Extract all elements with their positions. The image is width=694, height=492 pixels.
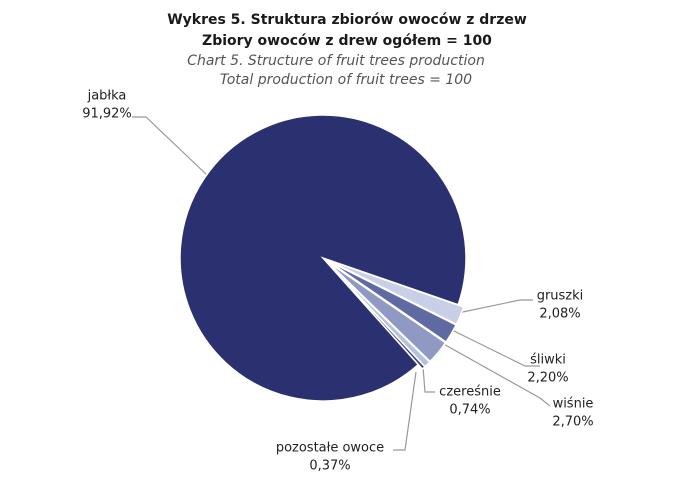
leader-line xyxy=(422,366,435,393)
chart-subtitle: Total production of fruit trees = 100 xyxy=(220,72,472,88)
leader-line xyxy=(132,116,209,177)
pie-slice xyxy=(326,261,426,371)
value-label: 0,74% xyxy=(449,403,490,418)
value-label: 0,37% xyxy=(309,459,350,474)
slice-label: jabłka xyxy=(87,89,127,104)
chart-title: Zbiory owoców z drew ogółem = 100 xyxy=(202,33,492,49)
slice-label: śliwki xyxy=(530,353,566,368)
leader-line xyxy=(393,371,417,451)
leader-line xyxy=(457,299,533,314)
value-label: 91,92% xyxy=(82,107,132,122)
pie-slice xyxy=(328,259,465,326)
value-label: 2,08% xyxy=(539,307,580,322)
value-label: 2,20% xyxy=(527,371,568,386)
value-label: 2,70% xyxy=(552,415,593,430)
slice-label: wiśnie xyxy=(553,397,594,412)
leader-line xyxy=(439,341,551,407)
chart-title: Wykres 5. Struktura zbiorów owoców z drz… xyxy=(167,12,527,28)
pie-slice xyxy=(179,114,467,402)
slice-label: czereśnie xyxy=(439,385,501,400)
pie-slice xyxy=(327,260,458,344)
slice-label: pozostałe owoce xyxy=(276,441,384,456)
slice-label: gruszki xyxy=(537,289,584,304)
chart-subtitle: Chart 5. Structure of fruit trees produc… xyxy=(187,53,485,69)
leader-line xyxy=(451,329,540,367)
